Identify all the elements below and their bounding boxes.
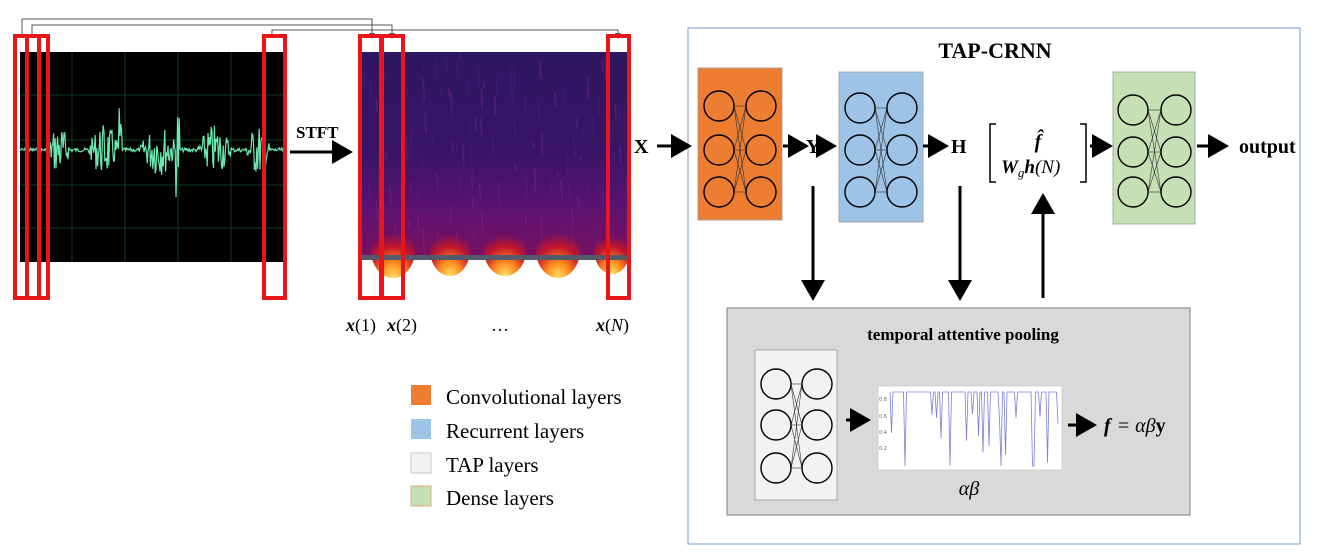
- nn-node: [844, 134, 876, 166]
- legend-swatch-conv: [411, 385, 431, 405]
- tap-crnn-box: [687, 27, 1301, 545]
- f-equation: f = αβy: [1104, 415, 1166, 437]
- legend-label-conv: Convolutional layers: [446, 385, 622, 409]
- alpha-beta-label: αβ: [959, 478, 979, 500]
- nn-node: [886, 176, 918, 208]
- h-label: H: [951, 136, 967, 158]
- nn-edge: [1147, 109, 1162, 153]
- nn-node: [760, 409, 792, 441]
- nn-edge: [790, 383, 803, 426]
- legend-label-recurrent: Recurrent layers: [446, 419, 584, 443]
- output-label: output: [1239, 136, 1296, 158]
- nn-node: [1160, 94, 1192, 126]
- f-hat-label: f̂: [1035, 128, 1045, 153]
- nn-node: [886, 134, 918, 166]
- nn-node: [1117, 176, 1149, 208]
- nn-node: [844, 176, 876, 208]
- tap-title: temporal attentive pooling: [867, 325, 1059, 344]
- nn-node: [745, 90, 777, 122]
- nn-edge: [1147, 151, 1162, 193]
- tap-crnn-title: TAP-CRNN: [938, 38, 1051, 63]
- dense-block: [1112, 71, 1196, 225]
- concat-vector: f̂ Wgh(N): [989, 123, 1087, 183]
- legend-swatch-tap: [410, 452, 432, 474]
- nn-node: [703, 134, 735, 166]
- tap-panel: temporal attentive pooling 0.8 0.6 0.4 0…: [726, 307, 1191, 516]
- waveform-frames: [13, 34, 287, 300]
- spectrogram-frames: [358, 34, 631, 300]
- svg-text:0.6: 0.6: [879, 414, 887, 420]
- spectrogram-frame-n: [606, 34, 631, 300]
- nn-node: [1117, 136, 1149, 168]
- svg-text:0.2: 0.2: [879, 446, 887, 452]
- nn-edge: [790, 383, 803, 469]
- frame-label-n: x(N): [595, 315, 629, 336]
- nn-node: [886, 92, 918, 124]
- nn-node: [703, 90, 735, 122]
- x-input-label: X: [634, 136, 649, 158]
- nn-edge: [874, 149, 888, 193]
- nn-node: [1117, 94, 1149, 126]
- nn-node: [844, 92, 876, 124]
- attention-weights-plot: 0.8 0.6 0.4 0.2: [877, 385, 1063, 471]
- nn-edge: [733, 105, 747, 193]
- legend-swatch-dense: [410, 485, 432, 507]
- nn-node: [703, 176, 735, 208]
- nn-node: [801, 452, 833, 484]
- legend-label-dense: Dense layers: [446, 486, 554, 510]
- nn-node: [801, 368, 833, 400]
- waveform-panel: [19, 52, 286, 262]
- frame-label-2: x(2): [386, 315, 417, 336]
- nn-edge: [733, 105, 747, 151]
- nn-edge: [790, 424, 803, 469]
- svg-text:0.4: 0.4: [879, 430, 887, 436]
- nn-edge: [874, 107, 888, 193]
- nn-node: [760, 368, 792, 400]
- frame-label-1: x(1): [345, 315, 376, 336]
- nn-node: [745, 176, 777, 208]
- tap-layer-block: [754, 349, 838, 501]
- waveform-frame-3: [37, 34, 50, 300]
- spectrogram-frame-2: [380, 34, 405, 300]
- legend: Convolutional layers Recurrent layers TA…: [410, 385, 622, 510]
- legend-swatch-recurrent: [411, 419, 431, 439]
- nn-node: [1160, 136, 1192, 168]
- conv-block: [697, 67, 783, 221]
- y-label: Y: [806, 136, 821, 158]
- nn-node: [1160, 176, 1192, 208]
- nn-node: [760, 452, 792, 484]
- waveform-frame-n: [262, 34, 287, 300]
- nn-node: [801, 409, 833, 441]
- legend-label-tap: TAP layers: [446, 453, 539, 477]
- spectrogram-panel: [362, 51, 630, 278]
- frame-label-dots: …: [491, 315, 509, 335]
- recurrent-block: [838, 71, 924, 223]
- svg-text:0.8: 0.8: [879, 397, 887, 403]
- wg-hn-label: Wgh(N): [1001, 157, 1060, 180]
- nn-edge: [874, 107, 888, 151]
- waveform-signal: [19, 108, 286, 198]
- stft-label: STFT: [296, 123, 339, 142]
- nn-edge: [1147, 109, 1162, 193]
- frame-connectors: [21, 18, 621, 39]
- nn-node: [745, 134, 777, 166]
- nn-edge: [733, 149, 747, 193]
